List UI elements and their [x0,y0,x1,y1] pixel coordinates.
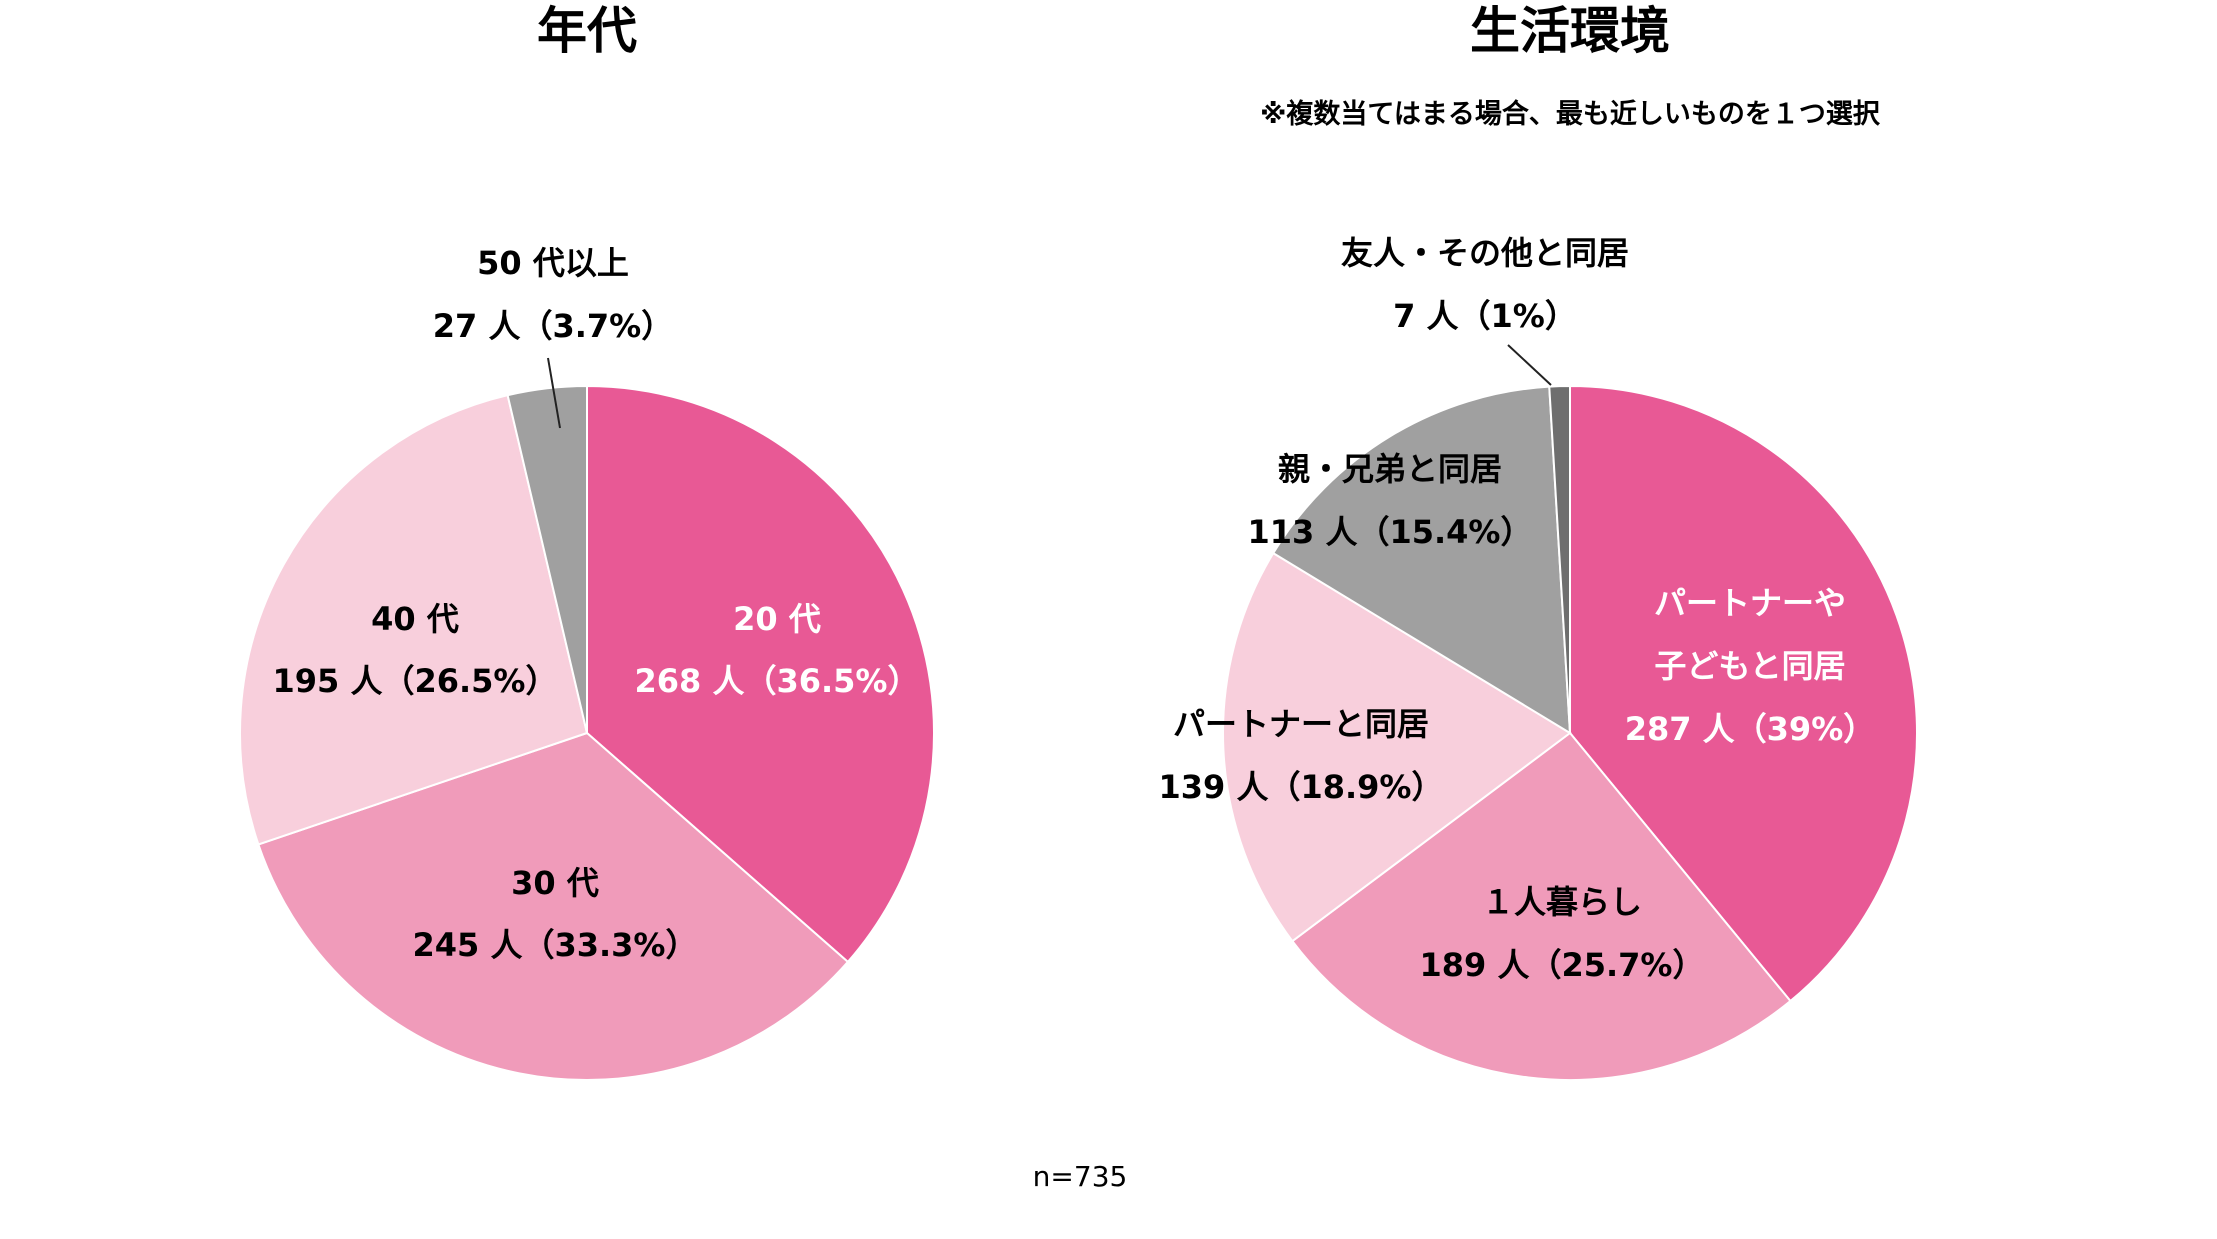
leader-line-friends [1507,344,1552,386]
sample-size: n=735 [1033,1160,1128,1193]
slice-label-20s-name: 20 代 [733,600,821,638]
slice-label-partner-child-line2: 子どもと同居 [1654,647,1845,685]
age-slice-3 [506,384,588,734]
chart-title-age: 年代 [537,2,637,60]
age-slice-2 [239,393,589,846]
slice-label-partner-child-value: 287 人（39%） [1625,710,1876,748]
age-labels: 20 代 268 人（36.5%） 30 代 245 人（33.3%） 40 代… [273,244,920,964]
living-slice-4 [1548,384,1571,734]
slice-label-friends-name: 友人・その他と同居 [1341,234,1629,272]
slice-label-50s-name: 50 代以上 [477,244,629,282]
age-slice-0 [586,384,935,964]
chart-note-living: ※複数当てはまる場合、最も近しいものを１つ選択 [1260,98,1881,130]
slice-label-alone-value: 189 人（25.7%） [1420,946,1705,984]
slice-label-partner-child-line1: パートナーや [1654,584,1846,622]
chart-title-living: 生活環境 [1470,2,1670,60]
slice-label-family-name: 親・兄弟と同居 [1278,450,1502,488]
slice-label-family-value: 113 人（15.4%） [1248,513,1533,551]
slice-label-partner-value: 139 人（18.9%） [1159,768,1444,806]
slice-label-partner-name: パートナーと同居 [1173,705,1429,743]
slice-label-20s-value: 268 人（36.5%） [635,662,920,700]
slice-label-alone-name: １人暮らし [1482,883,1642,921]
leader-line-50s [547,357,561,429]
living-slice-2 [1222,551,1572,943]
pie-age [239,384,935,1081]
slice-label-friends-value: 7 人（1%） [1393,297,1577,335]
slice-label-40s-value: 195 人（26.5%） [273,662,558,700]
age-slice-1 [257,731,850,1081]
living-slice-1 [1290,731,1792,1081]
pie-living [1222,384,1918,1081]
living-labels: パートナーや 子どもと同居 287 人（39%） １人暮らし 189 人（25.… [1159,234,1876,984]
living-slice-3 [1271,385,1572,735]
slice-label-50s-value: 27 人（3.7%） [433,307,673,345]
living-slice-0 [1569,384,1918,1003]
slice-label-30s-name: 30 代 [511,864,599,902]
slice-label-40s-name: 40 代 [371,600,459,638]
slice-label-30s-value: 245 人（33.3%） [413,926,698,964]
